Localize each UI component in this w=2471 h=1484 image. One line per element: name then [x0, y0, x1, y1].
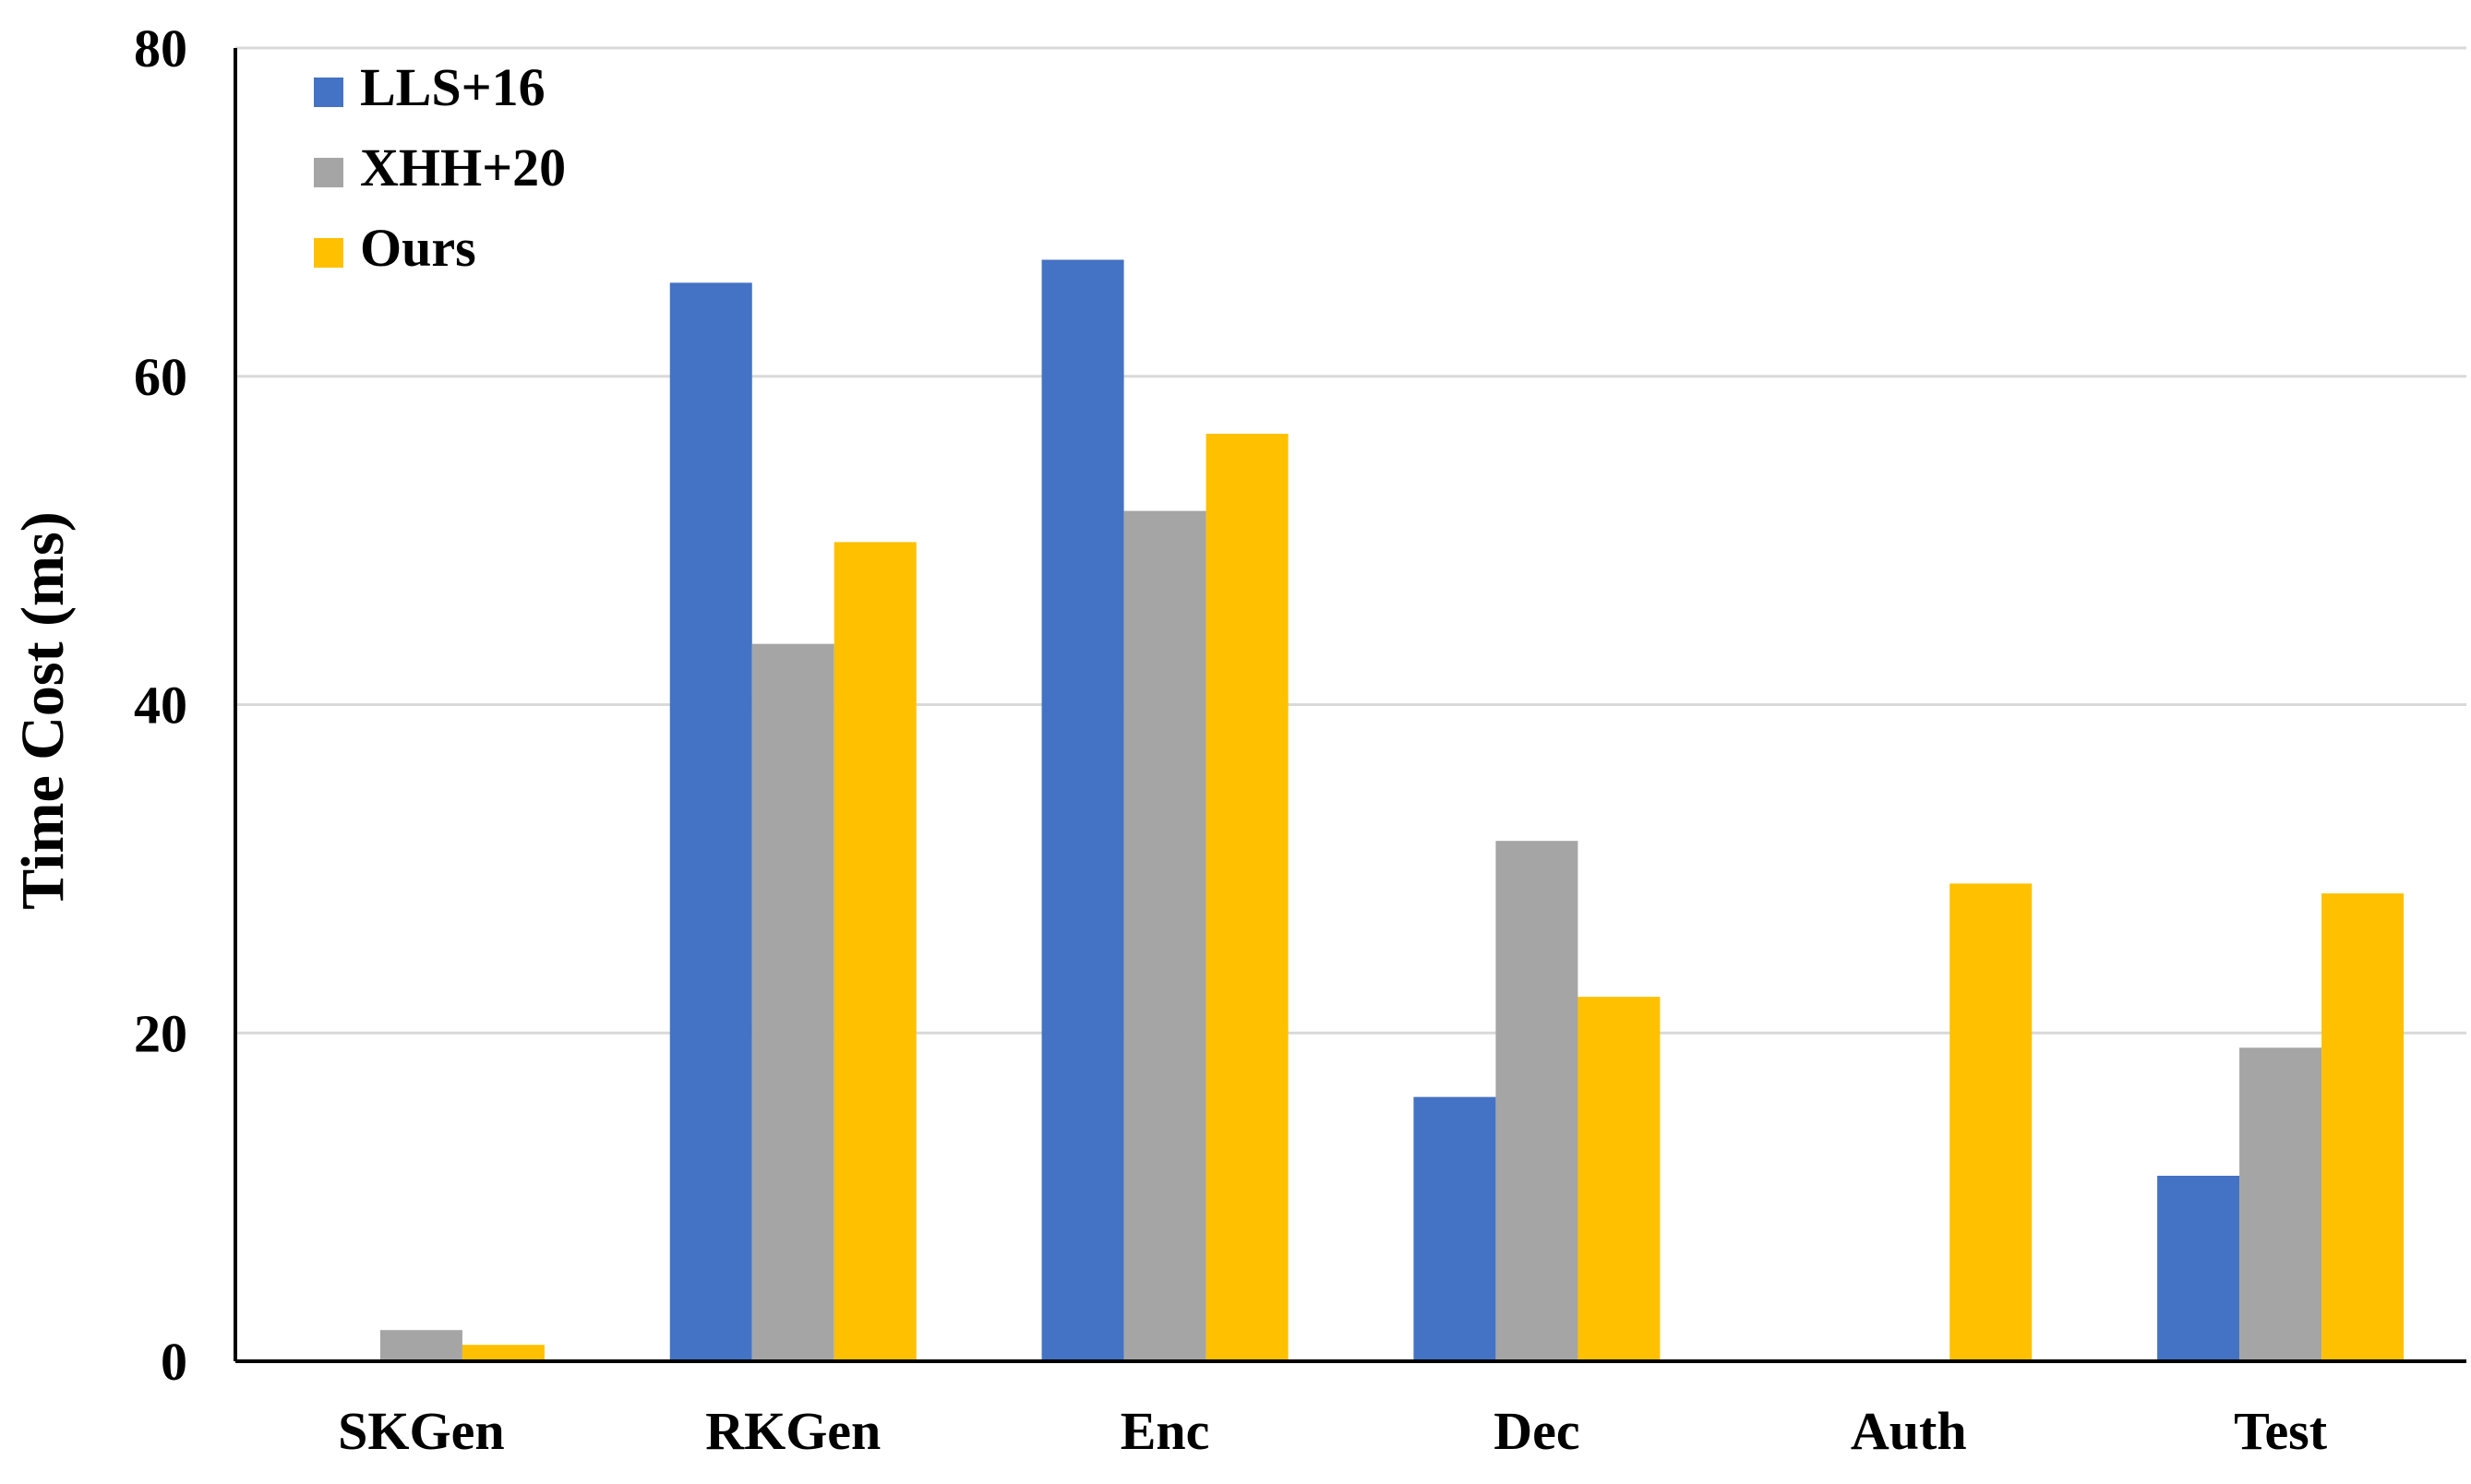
- legend: LLS+16 XHH+20 Ours: [314, 57, 566, 278]
- bars: [379, 259, 2405, 1362]
- bar-ours-rkgen: [834, 542, 917, 1361]
- legend-label: XHH+20: [360, 138, 566, 197]
- bar-xhh-20-skgen: [379, 1330, 462, 1361]
- x-category-labels: SKGen RKGen Enc Dec Auth Test: [338, 1401, 2328, 1461]
- legend-label: LLS+16: [360, 57, 546, 117]
- bar-xhh-20-rkgen: [751, 643, 834, 1361]
- x-category-label: SKGen: [338, 1401, 505, 1461]
- x-category-label: Enc: [1121, 1401, 1210, 1461]
- y-tick-label: 60: [134, 347, 187, 407]
- y-tick-label: 40: [134, 676, 187, 736]
- bar-ours-test: [2321, 893, 2405, 1361]
- y-axis-title: Time Cost (ms): [9, 511, 77, 909]
- bar-ours-dec: [1577, 997, 1661, 1361]
- y-tick-label: 0: [161, 1332, 187, 1392]
- bar-ours-enc: [1206, 434, 1289, 1362]
- legend-swatch: [314, 78, 343, 107]
- y-tick-label: 20: [134, 1003, 187, 1063]
- axes: [234, 48, 2466, 1363]
- bar-lls-16-enc: [1041, 259, 1124, 1361]
- bar-ours-skgen: [462, 1345, 545, 1361]
- bar-ours-auth: [1949, 883, 2033, 1361]
- bar-lls-16-test: [2157, 1176, 2240, 1361]
- gridlines: [235, 46, 2466, 1035]
- legend-swatch: [314, 158, 343, 187]
- bar-xhh-20-dec: [1495, 841, 1578, 1361]
- bar-lls-16-rkgen: [669, 282, 752, 1362]
- y-tick-label: 80: [134, 18, 187, 78]
- bar-xhh-20-enc: [1123, 510, 1206, 1361]
- x-category-label: Auth: [1851, 1401, 1967, 1461]
- legend-swatch: [314, 238, 343, 268]
- x-category-label: Test: [2234, 1401, 2328, 1461]
- bar-xhh-20-test: [2239, 1047, 2322, 1361]
- x-category-label: RKGen: [705, 1401, 881, 1461]
- x-category-label: Dec: [1493, 1401, 1579, 1461]
- bar-lls-16-dec: [1413, 1096, 1496, 1361]
- y-tick-labels: 0 20 40 60 80: [134, 18, 187, 1392]
- legend-label: Ours: [360, 218, 476, 278]
